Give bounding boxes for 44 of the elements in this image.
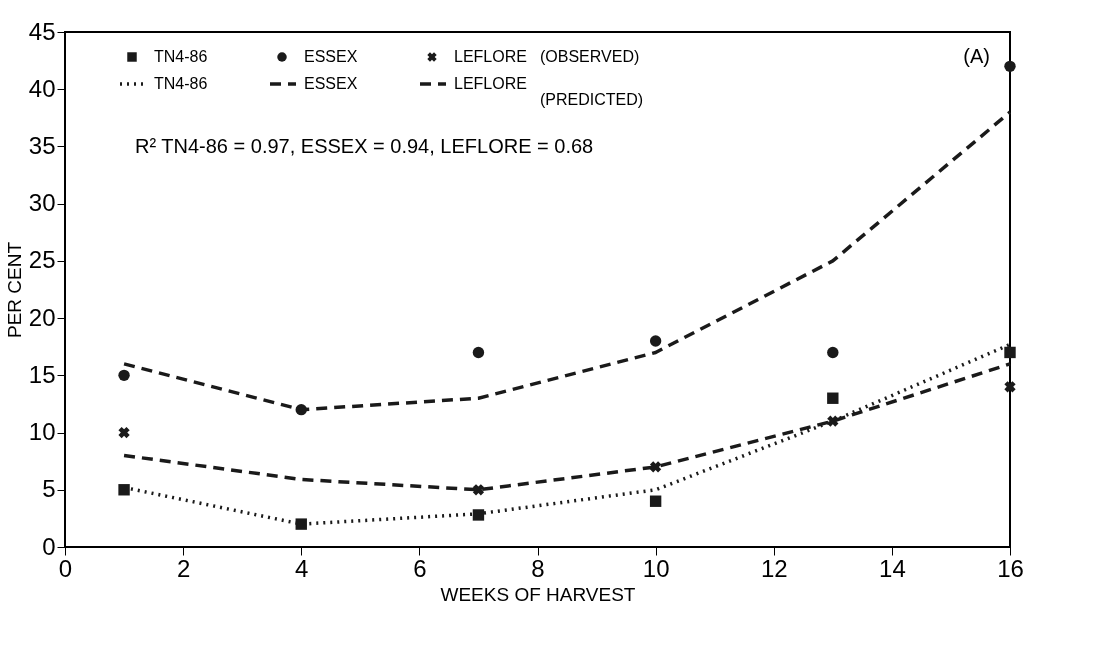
point xyxy=(118,426,130,439)
legend-label: TN4-86 xyxy=(154,75,208,92)
x-tick-label: 2 xyxy=(176,554,191,582)
y-tick-label: 30 xyxy=(28,189,56,217)
point xyxy=(472,346,485,359)
legend-label: TN4-86 xyxy=(154,48,208,65)
x-tick-label: 12 xyxy=(760,554,788,582)
point xyxy=(1004,381,1016,393)
y-tick-label: 0 xyxy=(42,532,56,560)
point xyxy=(295,518,307,530)
point xyxy=(827,346,839,359)
y-tick-label: 35 xyxy=(28,131,56,159)
x-tick-label: 6 xyxy=(413,554,427,582)
point xyxy=(472,484,485,496)
annotation: (OBSERVED) xyxy=(540,48,640,65)
x-tick-label: 16 xyxy=(997,554,1024,582)
y-tick-label: 5 xyxy=(42,475,56,503)
point xyxy=(649,335,662,347)
y-tick-label: 40 xyxy=(28,74,56,102)
x-tick-label: 4 xyxy=(295,554,309,582)
annotation: (A) xyxy=(963,45,990,67)
legend-label: ESSEX xyxy=(304,48,358,65)
y-tick-label: 15 xyxy=(28,360,56,388)
legend-label: LEFLORE xyxy=(454,48,527,65)
point xyxy=(1004,346,1016,359)
x-tick-label: 14 xyxy=(879,554,906,582)
point xyxy=(472,509,485,521)
y-tick-label: 10 xyxy=(28,418,56,446)
annotation: R² TN4-86 = 0.97, ESSEX = 0.94, LEFLORE = 0.68 xyxy=(135,135,594,157)
point xyxy=(649,495,662,507)
legend-label: LEFLORE xyxy=(454,75,527,92)
point xyxy=(118,484,130,496)
point xyxy=(118,369,130,382)
y-tick-label: 45 xyxy=(28,17,56,45)
y-tick-label: 25 xyxy=(28,246,56,274)
x-tick-label: 10 xyxy=(642,554,670,582)
point xyxy=(1004,60,1016,73)
legend-label: ESSEX xyxy=(304,75,358,92)
x-tick-label: 8 xyxy=(531,554,545,582)
y-tick-label: 20 xyxy=(28,303,56,331)
y-axis-title: PER CENT xyxy=(3,241,25,339)
x-axis-title: WEEKS OF HARVEST xyxy=(440,583,636,605)
annotation: (PREDICTED) xyxy=(540,91,644,108)
point xyxy=(827,392,839,404)
